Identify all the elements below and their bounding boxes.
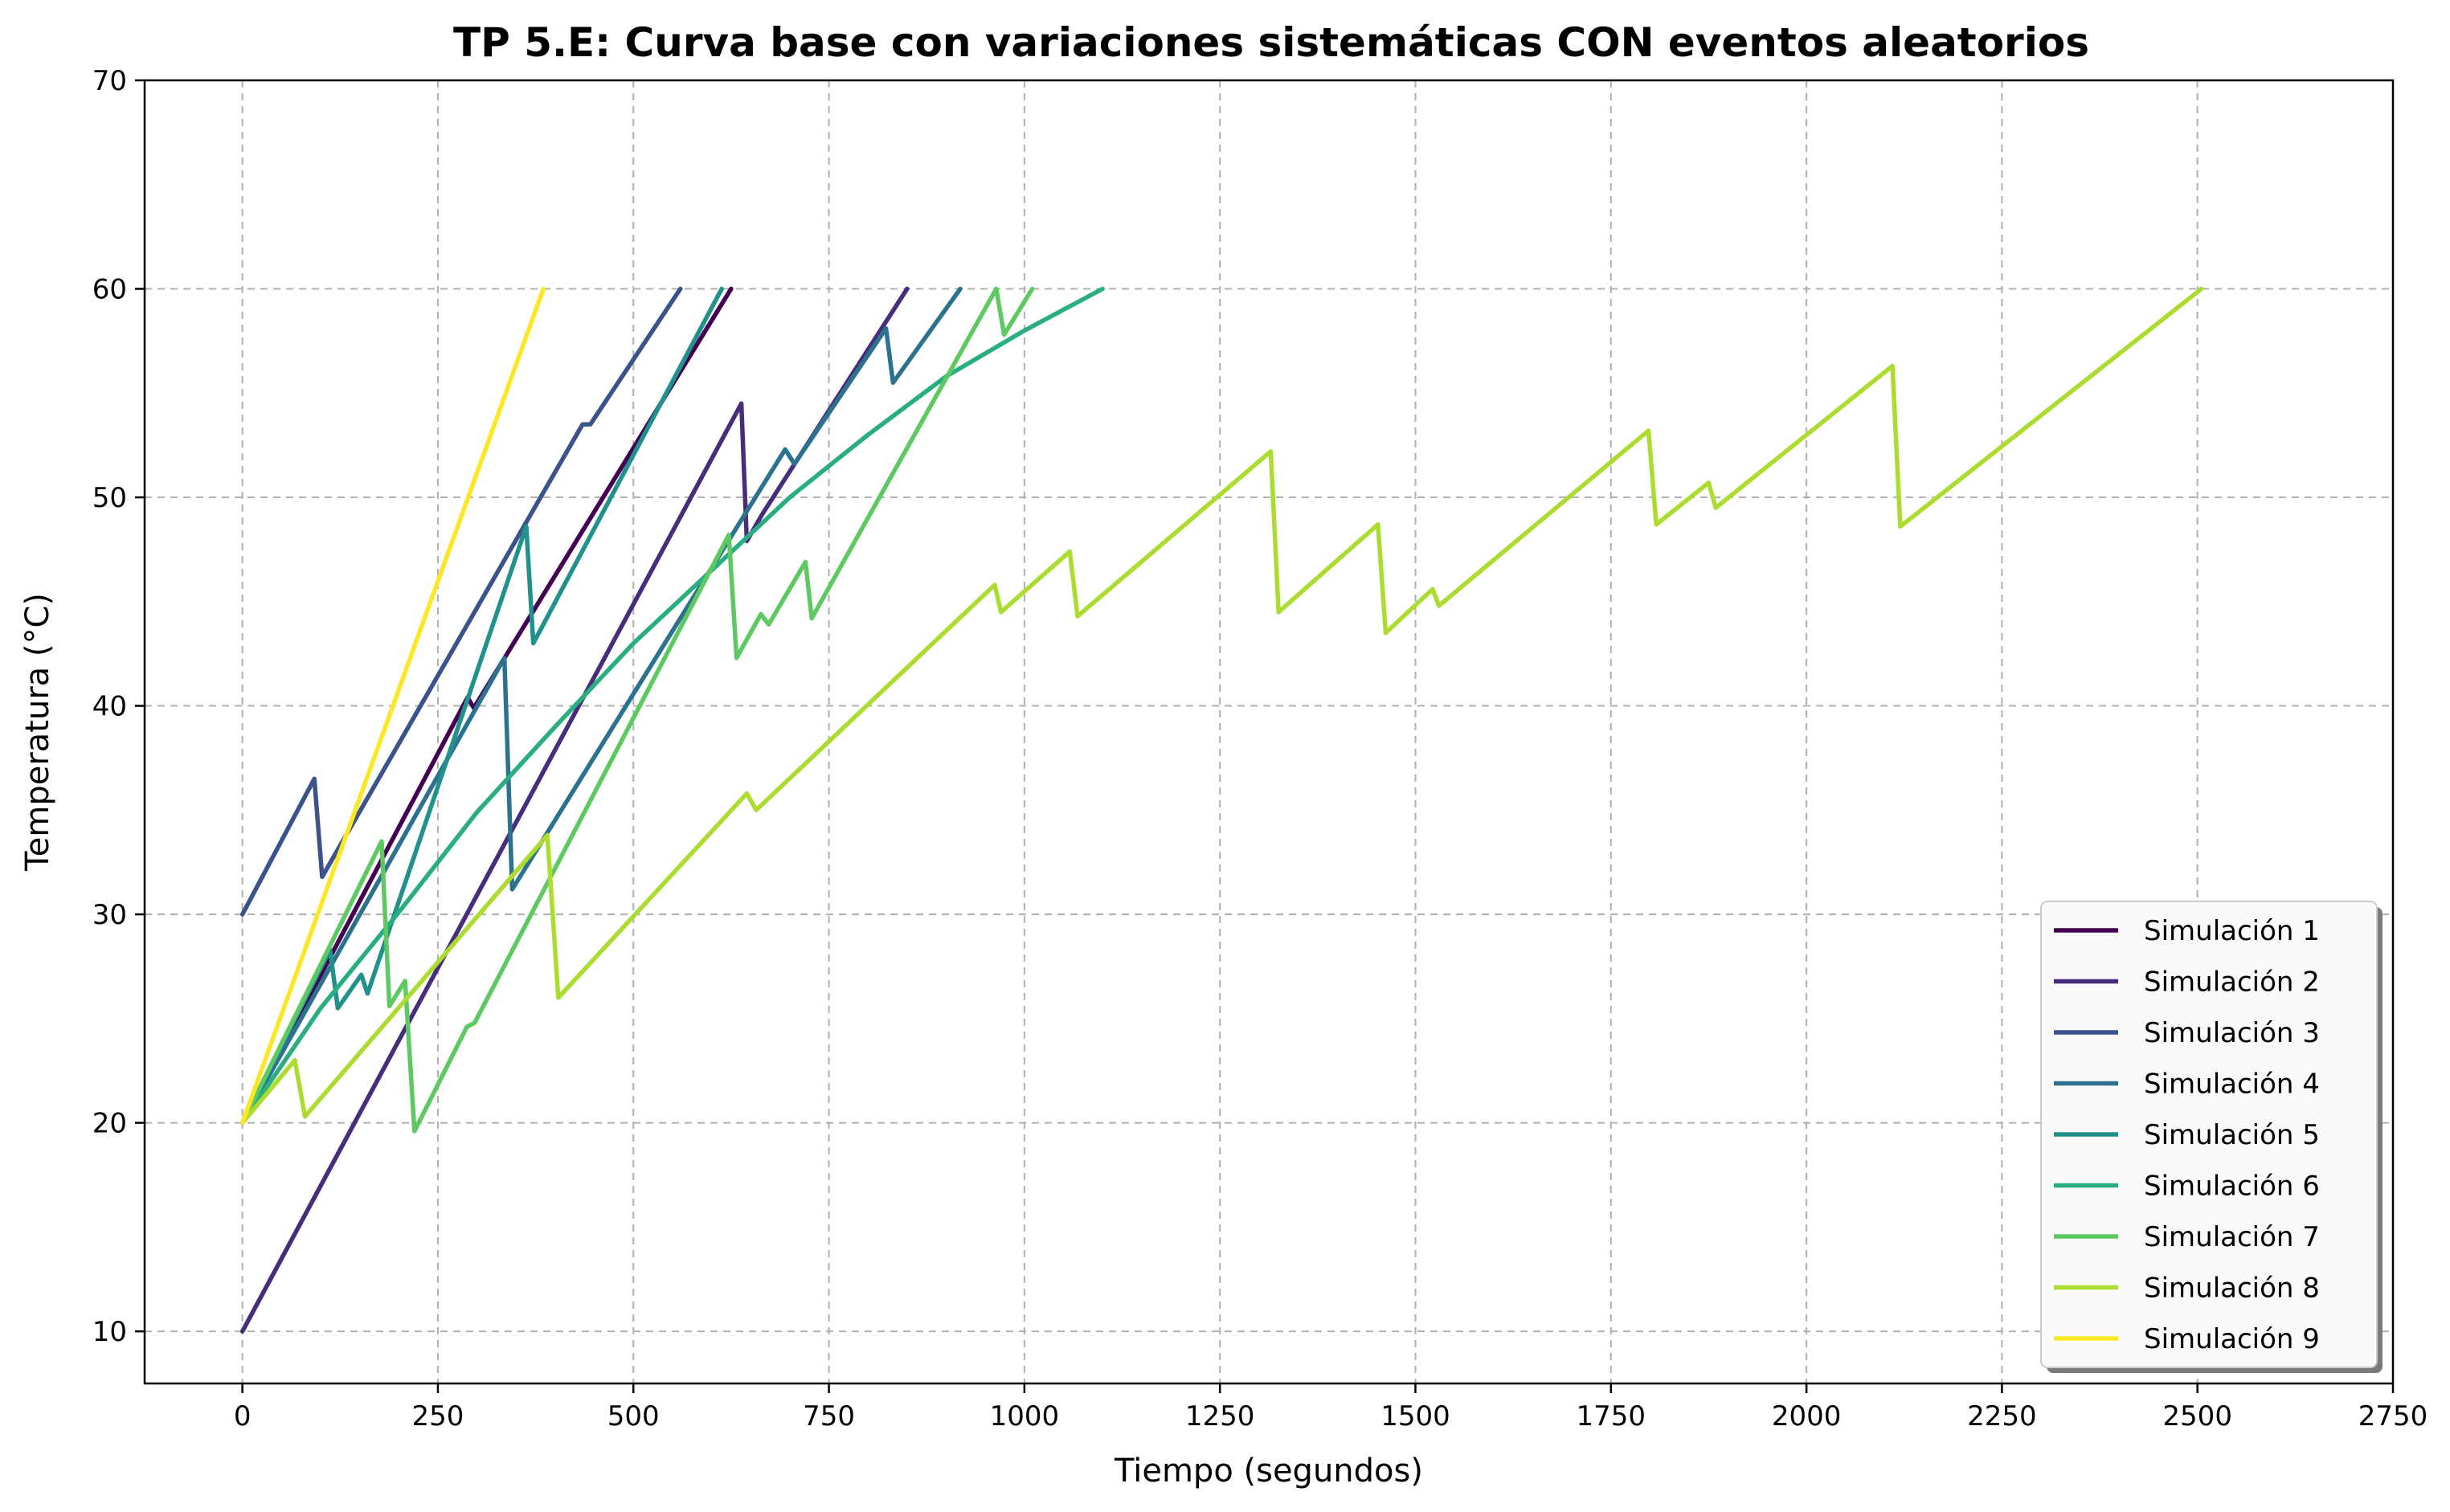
x-tick-label: 750	[803, 1400, 855, 1432]
x-tick-label: 2750	[2358, 1400, 2428, 1432]
y-axis-label: Temperatura (°C)	[19, 593, 56, 872]
x-tick-label: 250	[412, 1400, 464, 1432]
x-tick-label: 1250	[1185, 1400, 1255, 1432]
x-tick-label: 2250	[1967, 1400, 2037, 1432]
legend-entry-label: Simulación 3	[2144, 1017, 2320, 1049]
series-line-5	[239, 286, 724, 1126]
legend-entry-label: Simulación 2	[2144, 966, 2320, 999]
x-tick-label: 2000	[1772, 1400, 1842, 1432]
x-tick-label: 1750	[1577, 1400, 1646, 1432]
chart-title: TP 5.E: Curva base con variaciones siste…	[453, 19, 2089, 66]
x-tick-label: 0	[234, 1400, 252, 1432]
series-layer	[239, 286, 2204, 1334]
legend-box	[2040, 901, 2378, 1368]
x-axis-label: Tiempo (segundos)	[1114, 1453, 1423, 1490]
series-line-9	[239, 286, 546, 1126]
legend-entry-label: Simulación 4	[2144, 1069, 2320, 1101]
y-tick-label: 70	[92, 65, 127, 97]
y-tick-label: 30	[92, 899, 127, 931]
legend-entry-label: Simulación 9	[2144, 1323, 2320, 1355]
series-line-8	[239, 286, 2204, 1126]
legend: Simulación 1 Simulación 2 Simulación 3 Simu…	[2040, 901, 2383, 1373]
x-tick-label: 1500	[1380, 1400, 1450, 1432]
series-line-7	[239, 286, 1035, 1134]
series-line-3	[239, 286, 683, 917]
y-tick-label: 50	[92, 482, 127, 514]
x-tick-label: 2500	[2162, 1400, 2232, 1432]
legend-entry-label: Simulación 5	[2144, 1119, 2320, 1151]
plot-frame	[143, 79, 2395, 1385]
y-tick-label: 60	[92, 274, 127, 306]
y-tick-label: 20	[92, 1108, 127, 1140]
axis-ticks: 0 250 500 750 1000 1250 1500 1750 2000 2250 2500 27…	[92, 65, 2428, 1432]
legend-entry-label: Simulación 1	[2144, 915, 2320, 947]
series-line-1	[239, 286, 734, 1126]
x-tick-label: 1000	[990, 1400, 1060, 1432]
legend-entry-label: Simulación 7	[2144, 1221, 2320, 1253]
series-line-4	[239, 286, 963, 1126]
legend-entry-label: Simulación 8	[2144, 1273, 2320, 1305]
y-tick-label: 40	[92, 691, 127, 723]
x-tick-label: 500	[607, 1400, 660, 1432]
y-tick-label: 10	[92, 1316, 127, 1348]
legend-entry-label: Simulación 6	[2144, 1171, 2320, 1203]
